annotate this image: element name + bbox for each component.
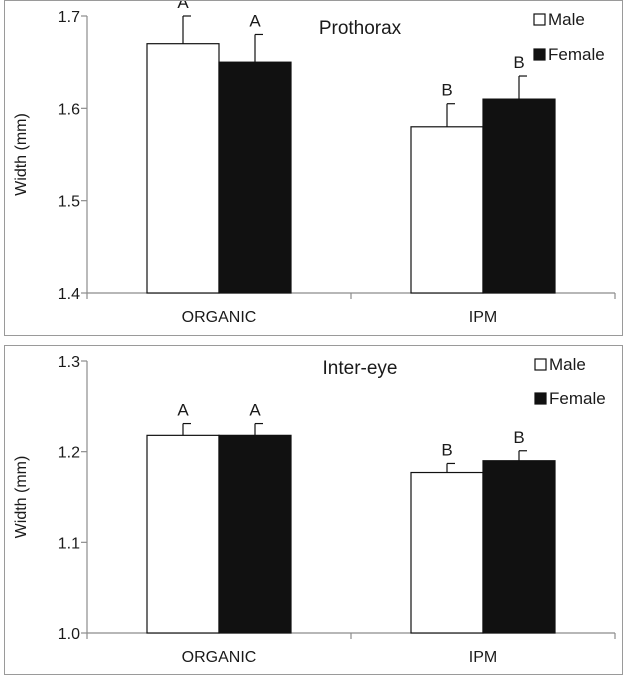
bar-male-ipm (410, 126, 484, 294)
legend-swatch-female (534, 392, 547, 405)
legend-label-male: Male (549, 355, 586, 374)
y-tick-label: 1.0 (58, 626, 80, 643)
significance-letter: A (249, 11, 261, 30)
legend-label-male: Male (548, 10, 585, 29)
legend-label-female: Female (549, 389, 606, 408)
chart-prothorax: 1.4 1.5 1.6 1.7 A A ORGANIC B B IPM Prothorax Width… (13, 1, 616, 326)
y-tick-label: 1.1 (58, 535, 80, 552)
y-tick-label: 1.4 (58, 286, 80, 303)
y-tick-label: 1.5 (58, 194, 80, 211)
bar-female-organic (218, 434, 292, 634)
chart-title: Inter-eye (323, 358, 398, 379)
y-axis-label: Width (mm) (13, 113, 30, 196)
legend-label-female: Female (548, 45, 605, 64)
chart-title: Prothorax (319, 18, 402, 39)
significance-letter: A (177, 1, 189, 12)
legend-swatch-male (534, 358, 547, 371)
bar-male-organic (146, 434, 220, 634)
chart-inter-eye: 1.0 1.1 1.2 1.3 A A ORGANIC B B IPM Inter-eye Width… (13, 354, 616, 666)
significance-letter: B (441, 81, 452, 100)
legend-swatch-male (533, 13, 546, 26)
y-tick-label: 1.6 (58, 101, 80, 118)
significance-letter: B (513, 428, 524, 447)
x-category-label: IPM (469, 309, 497, 326)
x-category-label: ORGANIC (182, 649, 257, 666)
y-tick-label: 1.3 (58, 354, 80, 371)
chart-panel-inter-eye: 1.0 1.1 1.2 1.3 A A ORGANIC B B IPM Inter-eye Width… (4, 345, 623, 675)
significance-letter: B (513, 53, 524, 72)
bar-female-ipm (482, 98, 556, 294)
significance-letter: B (441, 440, 452, 459)
bar-male-ipm (410, 471, 484, 634)
legend-swatch-female (533, 48, 546, 61)
x-category-label: IPM (469, 649, 497, 666)
chart-panel-prothorax: 1.4 1.5 1.6 1.7 A A ORGANIC B B IPM Prothorax Width… (4, 0, 623, 336)
bar-female-ipm (482, 460, 556, 634)
y-axis-label: Width (mm) (13, 456, 30, 539)
y-tick-label: 1.7 (58, 9, 80, 26)
significance-letter: A (249, 401, 261, 420)
significance-letter: A (177, 401, 189, 420)
bar-female-organic (218, 61, 292, 294)
bar-male-organic (146, 43, 220, 294)
y-tick-label: 1.2 (58, 445, 80, 462)
x-category-label: ORGANIC (182, 309, 257, 326)
